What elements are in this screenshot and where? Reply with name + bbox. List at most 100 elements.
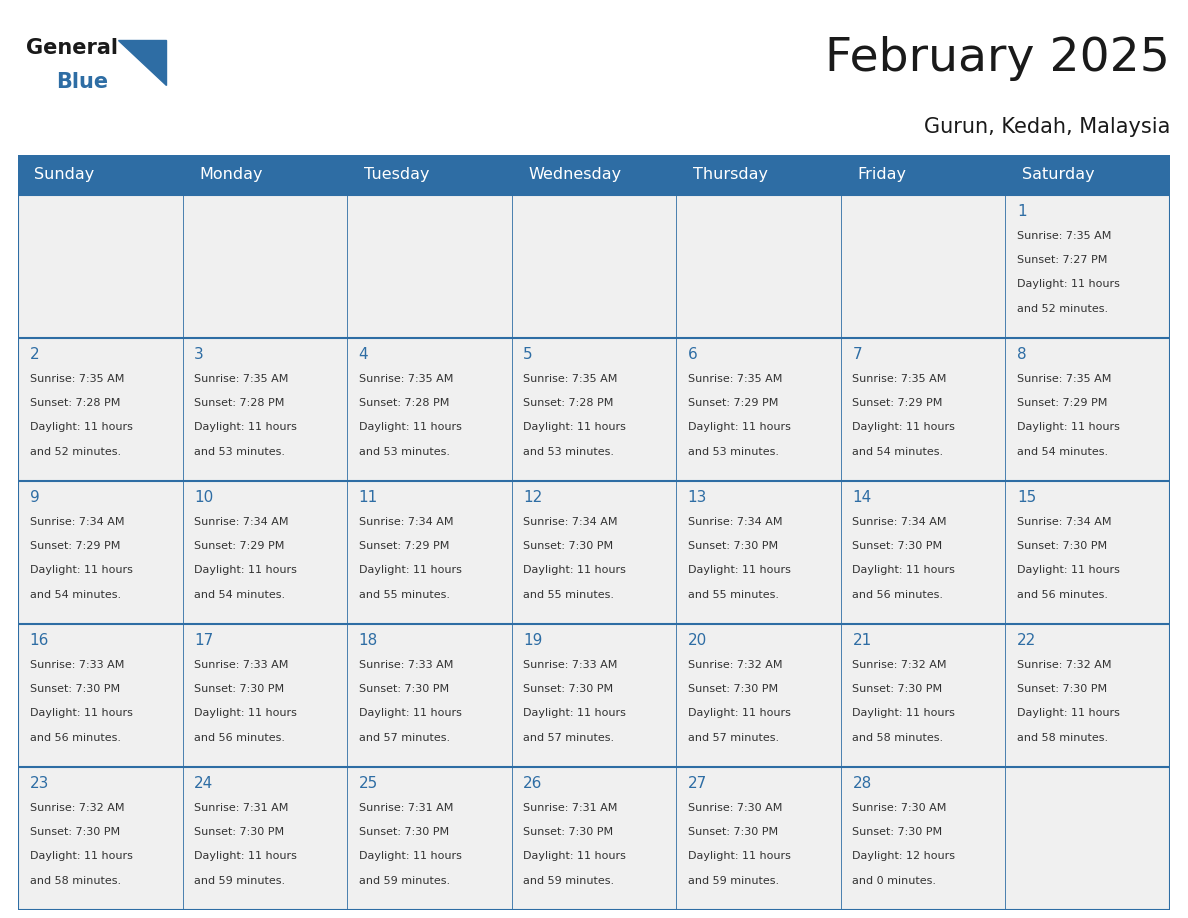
Text: Daylight: 11 hours: Daylight: 11 hours: [852, 565, 955, 576]
Text: 26: 26: [523, 776, 543, 790]
Text: Sunset: 7:30 PM: Sunset: 7:30 PM: [852, 684, 942, 694]
Text: Daylight: 11 hours: Daylight: 11 hours: [30, 709, 132, 719]
Text: Sunset: 7:30 PM: Sunset: 7:30 PM: [194, 684, 284, 694]
FancyBboxPatch shape: [841, 624, 1005, 767]
Text: Sunset: 7:28 PM: Sunset: 7:28 PM: [30, 398, 120, 409]
Text: 17: 17: [194, 633, 214, 647]
FancyBboxPatch shape: [18, 155, 1170, 195]
Text: Sunrise: 7:34 AM: Sunrise: 7:34 AM: [1017, 517, 1112, 527]
Text: and 53 minutes.: and 53 minutes.: [523, 447, 614, 456]
Text: 14: 14: [852, 489, 872, 505]
Text: 9: 9: [30, 489, 39, 505]
Text: and 59 minutes.: and 59 minutes.: [359, 876, 450, 886]
Text: Sunset: 7:30 PM: Sunset: 7:30 PM: [523, 541, 613, 551]
FancyBboxPatch shape: [347, 624, 512, 767]
FancyBboxPatch shape: [841, 481, 1005, 624]
Text: General: General: [26, 38, 118, 58]
Text: Sunrise: 7:35 AM: Sunrise: 7:35 AM: [359, 374, 453, 384]
Text: Sunrise: 7:35 AM: Sunrise: 7:35 AM: [30, 374, 124, 384]
FancyBboxPatch shape: [512, 767, 676, 910]
Text: and 52 minutes.: and 52 minutes.: [1017, 304, 1108, 314]
Text: 15: 15: [1017, 489, 1036, 505]
FancyBboxPatch shape: [1005, 767, 1170, 910]
Text: 8: 8: [1017, 347, 1026, 362]
Text: Sunset: 7:30 PM: Sunset: 7:30 PM: [688, 541, 778, 551]
Text: Sunset: 7:30 PM: Sunset: 7:30 PM: [359, 827, 449, 837]
Text: Sunrise: 7:35 AM: Sunrise: 7:35 AM: [852, 374, 947, 384]
Text: and 0 minutes.: and 0 minutes.: [852, 876, 936, 886]
Text: Sunset: 7:30 PM: Sunset: 7:30 PM: [852, 541, 942, 551]
Text: and 56 minutes.: and 56 minutes.: [852, 589, 943, 599]
Text: Daylight: 11 hours: Daylight: 11 hours: [1017, 565, 1120, 576]
Text: Daylight: 11 hours: Daylight: 11 hours: [523, 565, 626, 576]
FancyBboxPatch shape: [18, 338, 183, 481]
FancyBboxPatch shape: [512, 481, 676, 624]
Text: Daylight: 11 hours: Daylight: 11 hours: [194, 709, 297, 719]
Text: 19: 19: [523, 633, 543, 647]
Text: 11: 11: [359, 489, 378, 505]
FancyBboxPatch shape: [183, 767, 347, 910]
Text: and 58 minutes.: and 58 minutes.: [30, 876, 121, 886]
Text: Sunset: 7:30 PM: Sunset: 7:30 PM: [194, 827, 284, 837]
Text: Monday: Monday: [200, 167, 263, 183]
FancyBboxPatch shape: [676, 195, 841, 338]
Text: 22: 22: [1017, 633, 1036, 647]
Text: Sunrise: 7:35 AM: Sunrise: 7:35 AM: [523, 374, 618, 384]
Text: Sunrise: 7:32 AM: Sunrise: 7:32 AM: [688, 660, 783, 670]
Text: Tuesday: Tuesday: [364, 167, 429, 183]
Text: Sunset: 7:30 PM: Sunset: 7:30 PM: [30, 827, 120, 837]
FancyBboxPatch shape: [841, 195, 1005, 338]
Text: and 53 minutes.: and 53 minutes.: [359, 447, 450, 456]
FancyBboxPatch shape: [512, 338, 676, 481]
Text: Daylight: 11 hours: Daylight: 11 hours: [852, 709, 955, 719]
Text: and 56 minutes.: and 56 minutes.: [194, 733, 285, 743]
Text: Sunset: 7:30 PM: Sunset: 7:30 PM: [852, 827, 942, 837]
Text: Daylight: 11 hours: Daylight: 11 hours: [1017, 279, 1120, 289]
Text: Sunrise: 7:33 AM: Sunrise: 7:33 AM: [30, 660, 124, 670]
Text: Sunset: 7:29 PM: Sunset: 7:29 PM: [359, 541, 449, 551]
FancyBboxPatch shape: [1005, 624, 1170, 767]
Text: 25: 25: [359, 776, 378, 790]
Text: Sunrise: 7:34 AM: Sunrise: 7:34 AM: [359, 517, 453, 527]
Text: Saturday: Saturday: [1022, 167, 1094, 183]
Text: Sunrise: 7:34 AM: Sunrise: 7:34 AM: [852, 517, 947, 527]
Text: Sunset: 7:30 PM: Sunset: 7:30 PM: [1017, 684, 1107, 694]
Text: 4: 4: [359, 347, 368, 362]
Text: and 57 minutes.: and 57 minutes.: [523, 733, 614, 743]
Text: 5: 5: [523, 347, 533, 362]
Text: and 52 minutes.: and 52 minutes.: [30, 447, 121, 456]
FancyBboxPatch shape: [676, 338, 841, 481]
Text: Sunset: 7:29 PM: Sunset: 7:29 PM: [688, 398, 778, 409]
Text: 23: 23: [30, 776, 49, 790]
FancyBboxPatch shape: [347, 338, 512, 481]
FancyBboxPatch shape: [512, 195, 676, 338]
FancyBboxPatch shape: [183, 338, 347, 481]
Text: Sunrise: 7:34 AM: Sunrise: 7:34 AM: [523, 517, 618, 527]
FancyBboxPatch shape: [1005, 481, 1170, 624]
Text: Sunset: 7:27 PM: Sunset: 7:27 PM: [1017, 255, 1107, 265]
Text: Thursday: Thursday: [693, 167, 767, 183]
Text: 12: 12: [523, 489, 543, 505]
Text: Daylight: 11 hours: Daylight: 11 hours: [852, 422, 955, 432]
Text: Daylight: 11 hours: Daylight: 11 hours: [30, 851, 132, 861]
Text: Sunset: 7:30 PM: Sunset: 7:30 PM: [688, 684, 778, 694]
Text: 13: 13: [688, 489, 707, 505]
Text: Daylight: 11 hours: Daylight: 11 hours: [359, 422, 461, 432]
Text: Daylight: 11 hours: Daylight: 11 hours: [359, 565, 461, 576]
FancyBboxPatch shape: [18, 767, 183, 910]
Text: Sunset: 7:30 PM: Sunset: 7:30 PM: [359, 684, 449, 694]
Text: and 58 minutes.: and 58 minutes.: [852, 733, 943, 743]
Text: Sunset: 7:29 PM: Sunset: 7:29 PM: [1017, 398, 1107, 409]
Text: Sunset: 7:30 PM: Sunset: 7:30 PM: [523, 827, 613, 837]
Text: Daylight: 11 hours: Daylight: 11 hours: [688, 851, 791, 861]
Text: Sunset: 7:28 PM: Sunset: 7:28 PM: [523, 398, 614, 409]
FancyBboxPatch shape: [841, 767, 1005, 910]
Text: Sunrise: 7:32 AM: Sunrise: 7:32 AM: [1017, 660, 1112, 670]
Text: Daylight: 11 hours: Daylight: 11 hours: [194, 422, 297, 432]
Text: Sunrise: 7:35 AM: Sunrise: 7:35 AM: [1017, 230, 1111, 241]
Text: 16: 16: [30, 633, 49, 647]
Text: Daylight: 11 hours: Daylight: 11 hours: [194, 565, 297, 576]
Text: Sunrise: 7:34 AM: Sunrise: 7:34 AM: [30, 517, 124, 527]
Text: Sunrise: 7:35 AM: Sunrise: 7:35 AM: [1017, 374, 1111, 384]
Text: Sunrise: 7:34 AM: Sunrise: 7:34 AM: [688, 517, 783, 527]
